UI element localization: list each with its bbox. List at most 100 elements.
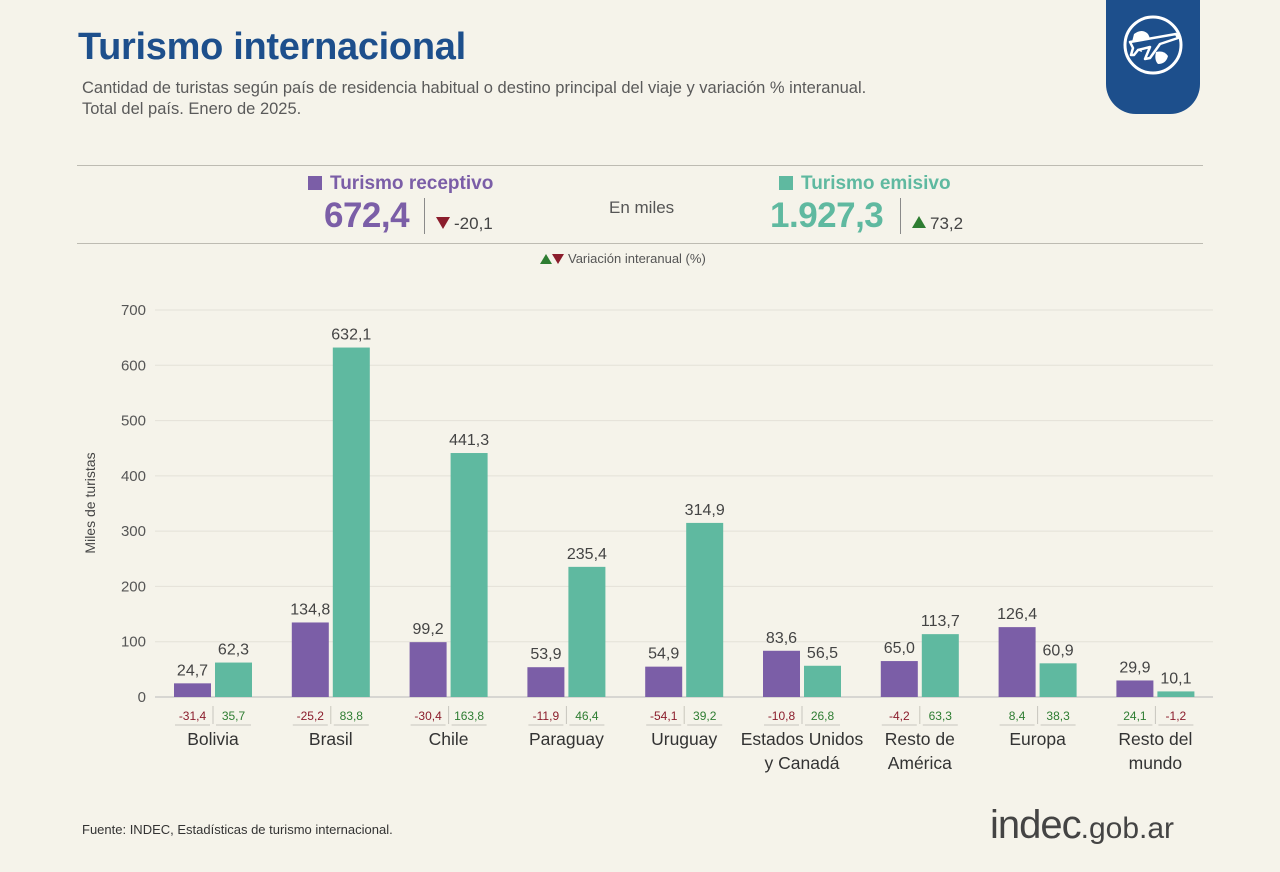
bar — [1039, 663, 1077, 697]
variation-label: 39,2 — [693, 709, 717, 723]
page-title: Turismo internacional — [78, 26, 466, 68]
receptivo-variation: -20,1 — [436, 214, 493, 234]
bar — [215, 662, 252, 697]
bar-value-label: 56,5 — [807, 645, 838, 662]
y-axis-label: Miles de turistas — [82, 452, 98, 553]
units-label: En miles — [609, 198, 675, 217]
y-tick-label: 600 — [121, 357, 146, 374]
variation-label: 38,3 — [1046, 709, 1070, 723]
bar-value-label: 62,3 — [218, 642, 249, 659]
category-label: mundo — [1129, 753, 1183, 773]
bar-value-label: 53,9 — [530, 646, 561, 663]
bar-value-label: 632,1 — [331, 327, 371, 344]
y-tick-label: 300 — [121, 523, 146, 540]
legend-swatch-receptivo — [308, 176, 322, 190]
emisivo-total: 1.927,3 — [770, 196, 884, 235]
bar-value-label: 60,9 — [1043, 642, 1074, 659]
small-up-triangle-icon — [540, 254, 552, 264]
bar — [332, 347, 370, 697]
category-label: Estados Unidos — [741, 729, 864, 749]
category-label: Resto de — [885, 729, 955, 749]
variation-label: -4,2 — [889, 709, 910, 723]
variation-label: 8,4 — [1009, 709, 1026, 723]
variation-legend-label: Variación interanual (%) — [568, 251, 706, 266]
bar-value-label: 99,2 — [413, 621, 444, 638]
category-label: Brasil — [309, 729, 353, 749]
summary-top-rule — [77, 165, 1203, 166]
y-tick-label: 400 — [121, 468, 146, 485]
bar — [880, 661, 918, 697]
source-note: Fuente: INDEC, Estadísticas de turismo i… — [82, 822, 393, 837]
bar — [998, 627, 1036, 697]
variation-label: 46,4 — [575, 709, 599, 723]
bar — [1157, 691, 1195, 697]
bar-value-label: 113,7 — [921, 613, 960, 630]
category-label: Uruguay — [651, 729, 717, 749]
variation-label: 163,8 — [454, 709, 484, 723]
bar — [645, 666, 683, 697]
bar — [763, 650, 800, 697]
legend-receptivo: Turismo receptivo — [308, 173, 493, 195]
bar — [921, 634, 959, 697]
y-tick-label: 0 — [138, 689, 146, 706]
bar — [409, 642, 447, 697]
subtitle-line-1: Cantidad de turistas según país de resid… — [82, 79, 867, 97]
variation-label: -31,4 — [179, 709, 207, 723]
bar-value-label: 54,9 — [648, 646, 679, 663]
logo-suffix: .gob.ar — [1080, 812, 1175, 845]
variation-label: 35,7 — [222, 709, 246, 723]
page-subtitle: Cantidad de turistas según país de resid… — [82, 78, 1042, 120]
receptivo-total: 672,4 — [324, 196, 410, 235]
bar — [527, 667, 565, 697]
variation-label: 83,8 — [340, 709, 364, 723]
bar — [291, 622, 329, 697]
category-label: Chile — [429, 729, 469, 749]
category-label: Bolivia — [187, 729, 239, 749]
bar-value-label: 65,0 — [884, 640, 915, 657]
bar-value-label: 24,7 — [177, 662, 208, 679]
bar — [568, 566, 606, 697]
receptivo-separator — [424, 198, 425, 234]
bar-value-label: 314,9 — [685, 502, 725, 519]
bar-value-label: 83,6 — [766, 630, 797, 647]
variation-label: 63,3 — [929, 709, 953, 723]
bar — [686, 522, 724, 697]
bar-value-label: 235,4 — [567, 546, 607, 563]
category-label: y Canadá — [765, 753, 840, 773]
variation-label: -25,2 — [297, 709, 325, 723]
indec-logo: indec.gob.ar — [990, 803, 1174, 848]
bar — [804, 665, 841, 697]
category-label: Resto del — [1118, 729, 1192, 749]
legend-emisivo: Turismo emisivo — [779, 173, 951, 195]
category-label: Paraguay — [529, 729, 604, 749]
emisivo-variation-value: 73,2 — [930, 214, 964, 233]
globe-airplane-icon — [1123, 15, 1183, 75]
tourism-badge — [1106, 0, 1200, 114]
emisivo-separator — [900, 198, 901, 234]
legend-swatch-emisivo — [779, 176, 793, 190]
variation-label: -10,8 — [768, 709, 796, 723]
logo-main: indec — [990, 803, 1082, 847]
receptivo-variation-value: -20,1 — [454, 214, 493, 233]
bar-value-label: 134,8 — [290, 601, 330, 618]
legend-receptivo-label: Turismo receptivo — [330, 173, 494, 194]
bar — [1116, 680, 1154, 697]
y-tick-label: 100 — [121, 634, 146, 651]
bar-value-label: 441,3 — [449, 432, 489, 449]
variation-label: 26,8 — [811, 709, 835, 723]
legend-emisivo-label: Turismo emisivo — [801, 173, 951, 194]
summary-bottom-rule — [77, 243, 1203, 244]
decrease-triangle-icon — [436, 217, 450, 229]
variation-label: -1,2 — [1166, 709, 1187, 723]
emisivo-variation: 73,2 — [912, 214, 963, 234]
variation-label: -54,1 — [650, 709, 678, 723]
increase-triangle-icon — [912, 216, 926, 228]
subtitle-line-2: Total del país. Enero de 2025. — [82, 100, 302, 118]
y-tick-label: 200 — [121, 578, 146, 595]
bar-value-label: 29,9 — [1119, 659, 1150, 676]
y-tick-label: 500 — [121, 413, 146, 430]
small-down-triangle-icon — [552, 254, 564, 264]
category-label: América — [888, 753, 952, 773]
bar — [450, 453, 488, 697]
